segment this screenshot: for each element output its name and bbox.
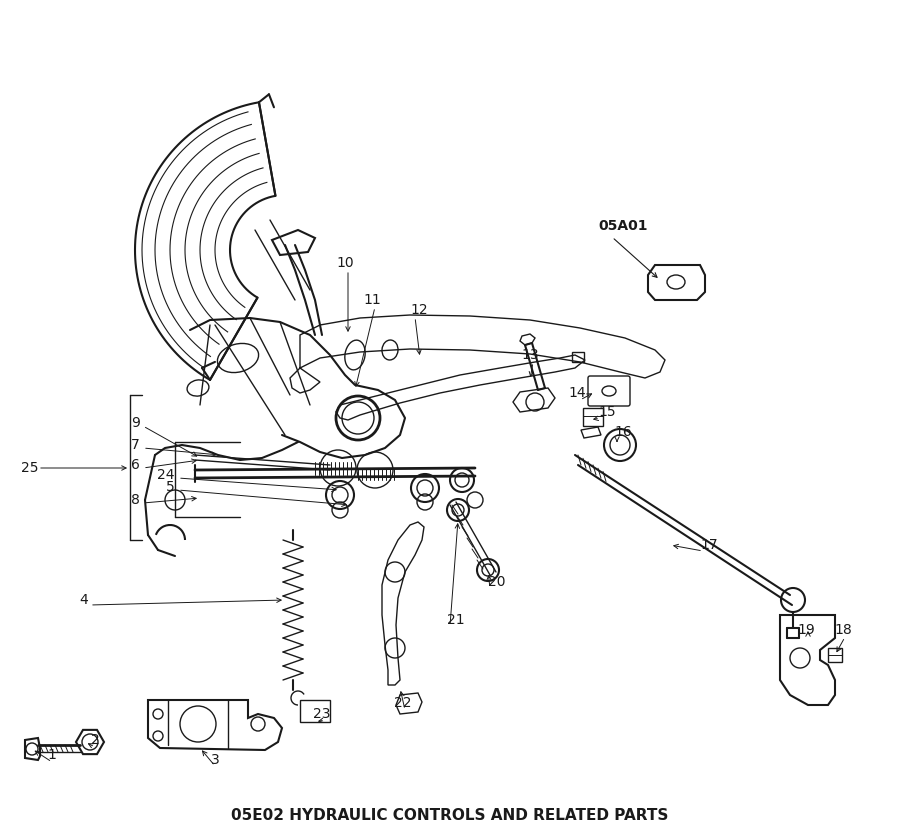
Text: 17: 17 xyxy=(700,538,717,552)
Text: 05A01: 05A01 xyxy=(598,219,647,233)
Text: 7: 7 xyxy=(131,438,140,452)
Text: 11: 11 xyxy=(363,293,381,307)
Text: 24: 24 xyxy=(157,468,175,482)
Text: 1: 1 xyxy=(48,748,57,762)
Text: 18: 18 xyxy=(834,623,852,637)
Text: 12: 12 xyxy=(410,303,428,317)
Text: 15: 15 xyxy=(598,405,616,419)
Text: 4: 4 xyxy=(79,593,88,607)
Text: 9: 9 xyxy=(131,416,140,430)
Text: 8: 8 xyxy=(131,493,140,507)
Text: 21: 21 xyxy=(447,613,465,627)
Text: 25: 25 xyxy=(21,461,38,475)
Text: 13: 13 xyxy=(521,348,539,362)
Text: 10: 10 xyxy=(336,256,354,270)
Text: 22: 22 xyxy=(395,696,412,710)
Text: 23: 23 xyxy=(313,707,331,721)
Text: 6: 6 xyxy=(131,458,140,472)
Text: 16: 16 xyxy=(614,425,632,439)
Text: 2: 2 xyxy=(91,733,100,747)
Text: 20: 20 xyxy=(488,575,505,589)
Text: 5: 5 xyxy=(166,480,175,494)
Text: 05E02 HYDRAULIC CONTROLS AND RELATED PARTS: 05E02 HYDRAULIC CONTROLS AND RELATED PAR… xyxy=(231,808,668,823)
Text: 14: 14 xyxy=(568,386,586,400)
Text: 3: 3 xyxy=(210,753,219,767)
Text: 19: 19 xyxy=(797,623,814,637)
